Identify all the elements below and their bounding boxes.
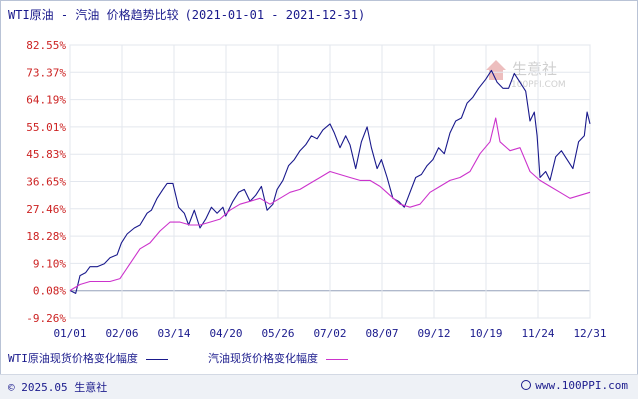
watermark-name: 生意社 — [512, 60, 557, 78]
y-tick-label: 9.10% — [33, 257, 66, 270]
watermark: 生意社 100PPI.COM — [486, 60, 566, 90]
footer-copyright: © 2025.05 生意社 — [8, 381, 108, 394]
x-tick-label: 11/24 — [521, 327, 554, 340]
y-tick-label: 0.08% — [33, 285, 66, 298]
x-tick-label: 04/20 — [209, 327, 242, 340]
legend-swatch-wti — [145, 358, 168, 360]
footer-bar — [0, 374, 638, 399]
y-tick-label: 55.01% — [26, 121, 66, 134]
y-tick-label: 73.37% — [26, 66, 66, 79]
footer-site[interactable]: www.100PPI.com — [521, 379, 628, 392]
y-tick-label: -9.26% — [26, 312, 66, 325]
x-tick-label: 07/02 — [313, 327, 346, 340]
watermark-logo-icon — [486, 60, 506, 80]
legend-swatch-gasoline — [326, 358, 348, 360]
x-tick-label: 12/31 — [573, 327, 606, 340]
series-line-wti — [69, 69, 591, 294]
legend-label-gasoline: 汽油现货价格变化幅度 — [208, 352, 318, 365]
footer-site-text: www.100PPI.com — [535, 379, 628, 392]
globe-icon — [521, 380, 532, 390]
chart-title: WTI原油 - 汽油 价格趋势比较 (2021-01-01 - 2021-12-3… — [8, 6, 365, 23]
x-tick-label: 01/01 — [53, 327, 86, 340]
series-line-gasoline — [69, 117, 591, 291]
x-tick-label: 08/07 — [365, 327, 398, 340]
x-tick-label: 05/26 — [261, 327, 294, 340]
y-tick-label: 64.19% — [26, 94, 66, 107]
legend-label-wti: WTI原油现货价格变化幅度 — [8, 352, 138, 365]
series-layer — [69, 69, 591, 294]
legend-item-wti: WTI原油现货价格变化幅度 — [8, 350, 168, 366]
y-tick-label: 36.65% — [26, 176, 66, 189]
title-text: WTI原油 - 汽油 价格趋势比较 — [8, 8, 179, 22]
axis-layer: 82.55% 73.37% 64.19% 55.01% 45.83% 36.65% 27.4… — [26, 39, 606, 340]
y-tick-label: 82.55% — [26, 39, 66, 52]
x-tick-label: 02/06 — [105, 327, 138, 340]
date-range: (2021-01-01 - 2021-12-31) — [184, 8, 366, 22]
legend-item-gasoline: 汽油现货价格变化幅度 — [208, 350, 348, 366]
y-tick-label: 18.28% — [26, 230, 66, 243]
x-tick-label: 10/19 — [469, 327, 502, 340]
x-tick-label: 03/14 — [157, 327, 190, 340]
x-tick-label: 09/12 — [417, 327, 450, 340]
y-tick-label: 45.83% — [26, 148, 66, 161]
grid-layer — [69, 44, 591, 319]
y-tick-label: 27.46% — [26, 203, 66, 216]
